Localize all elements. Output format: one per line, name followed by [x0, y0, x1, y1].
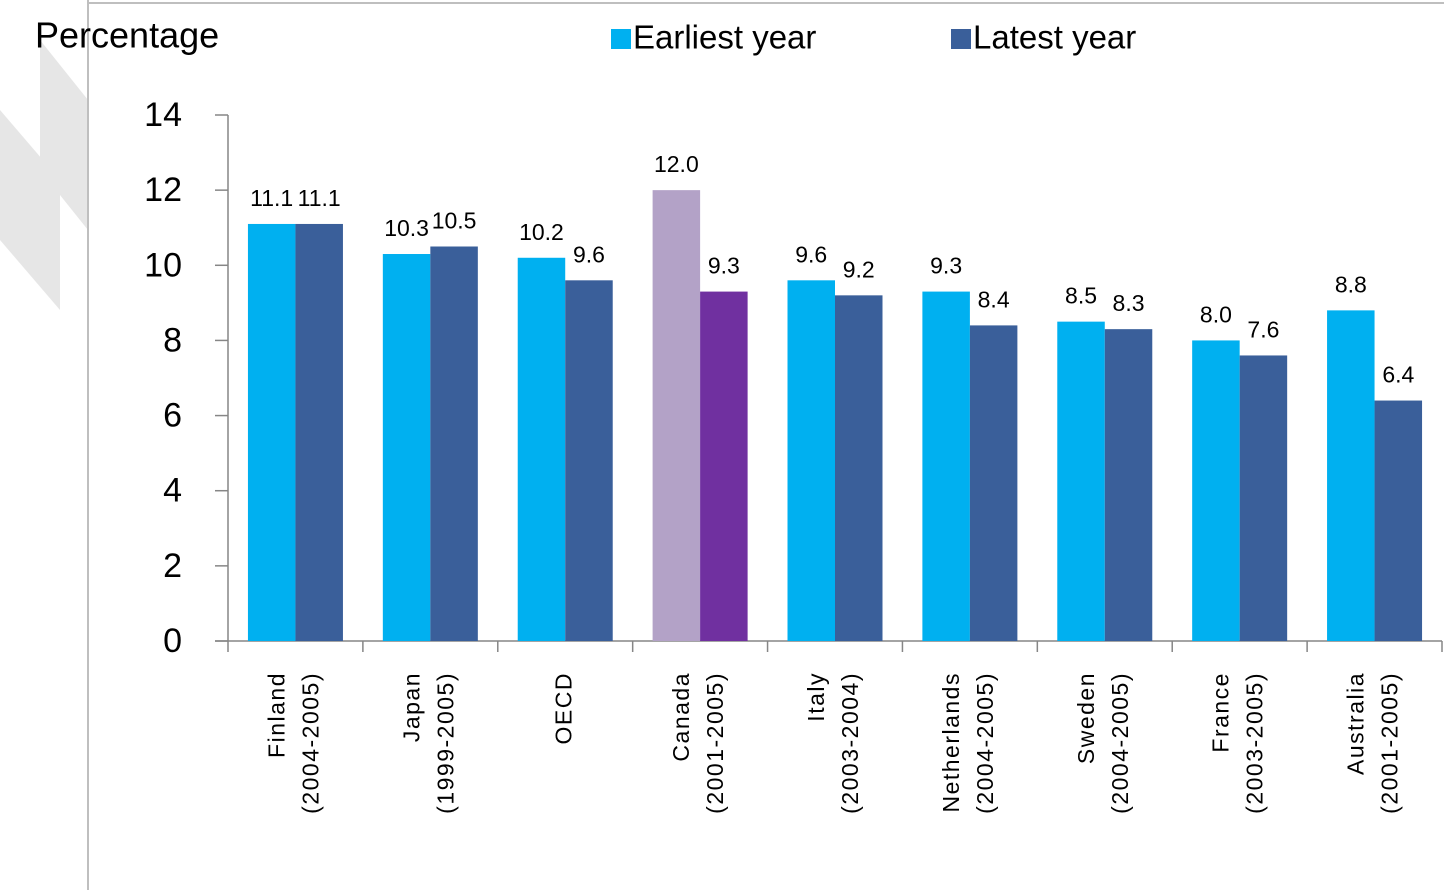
value-label: 8.0 — [1200, 302, 1232, 328]
bar — [700, 291, 748, 641]
legend-label: Latest year — [973, 19, 1136, 56]
value-label: 9.6 — [573, 241, 605, 267]
value-label: 10.3 — [384, 215, 429, 241]
value-label: 11.1 — [298, 185, 341, 211]
legend-swatch — [611, 29, 631, 49]
value-label: 8.3 — [1113, 290, 1145, 316]
bar — [652, 190, 701, 641]
x-tick-label: Canada — [668, 672, 694, 762]
bar — [247, 223, 296, 641]
x-tick-label: Japan — [398, 672, 424, 742]
value-label: 6.4 — [1382, 362, 1414, 388]
value-label: 9.6 — [795, 241, 827, 267]
bar — [835, 295, 883, 641]
x-tick-label: (2004-2005) — [298, 672, 324, 814]
bar — [1104, 329, 1153, 641]
legend-swatch — [951, 29, 971, 49]
x-tick-label: France — [1208, 672, 1234, 753]
bar — [430, 246, 478, 641]
bar — [1327, 310, 1375, 641]
x-tick-label: (2004-2005) — [972, 672, 998, 814]
y-tick-label: 4 — [163, 472, 182, 510]
x-tick-label: Italy — [803, 672, 829, 722]
bar — [382, 254, 431, 641]
x-tick-label: (2003-2005) — [1242, 672, 1268, 814]
value-label: 9.2 — [843, 256, 875, 282]
bar — [922, 291, 970, 641]
bar — [1192, 340, 1240, 641]
value-label: 8.8 — [1335, 271, 1367, 297]
x-tick-label: Australia — [1343, 672, 1369, 775]
y-axis-title: Percentage — [35, 15, 219, 56]
bar — [295, 223, 343, 641]
x-tick-label: Finland — [264, 672, 290, 758]
y-tick-label: 0 — [163, 622, 182, 660]
value-label: 9.3 — [708, 253, 740, 279]
bar — [1057, 321, 1105, 641]
value-label: 10.5 — [432, 208, 477, 234]
value-label: 9.3 — [930, 253, 962, 279]
x-tick-label: (2001-2005) — [1377, 672, 1403, 814]
x-tick-label: Sweden — [1073, 672, 1099, 764]
y-tick-label: 8 — [163, 321, 182, 359]
y-tick-label: 2 — [163, 547, 182, 585]
y-tick-label: 12 — [144, 171, 182, 209]
x-tick-label: (1999-2005) — [432, 672, 458, 814]
value-label: 11.1 — [250, 185, 293, 211]
x-tick-label: (2004-2005) — [1107, 672, 1133, 814]
value-label: 8.4 — [978, 286, 1010, 312]
x-tick-label: OECD — [550, 672, 576, 744]
bar — [517, 257, 566, 641]
decoration — [40, 40, 88, 230]
legend-label: Earliest year — [633, 19, 816, 56]
bar — [969, 325, 1018, 641]
bar — [787, 280, 835, 641]
value-label: 10.2 — [519, 219, 564, 245]
y-tick-label: 6 — [163, 397, 182, 435]
x-tick-label: Netherlands — [938, 672, 964, 813]
y-tick-label: 10 — [144, 246, 182, 284]
bar — [1239, 355, 1288, 641]
value-label: 7.6 — [1247, 317, 1279, 343]
y-tick-label: 14 — [144, 96, 182, 134]
x-tick-label: (2001-2005) — [702, 672, 728, 814]
x-tick-label: (2003-2004) — [837, 672, 863, 814]
bar — [1374, 400, 1423, 641]
value-label: 12.0 — [654, 151, 699, 177]
value-label: 8.5 — [1065, 283, 1097, 309]
bar — [565, 280, 613, 641]
decoration — [0, 110, 60, 310]
